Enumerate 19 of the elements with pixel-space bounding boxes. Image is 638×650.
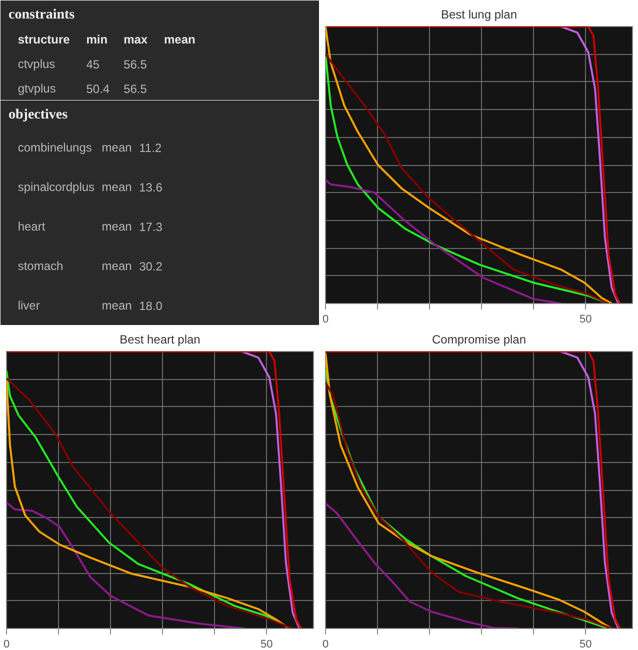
chart-title: Best lung plan [440,8,518,22]
chart-title: Best heart plan [120,332,200,346]
text: ctvplus 45 56.5 [18,57,147,72]
x-tick-label: 50 [580,314,592,326]
x-tick-label: 0 [322,638,329,650]
chart-title: Compromise plan [432,332,526,346]
text: objectives [8,108,68,122]
x-tick-label: 50 [580,638,592,650]
text: liver mean 18.0 [18,298,162,314]
text: gtvplus 50.4 56.5 [18,81,147,96]
text: structure min max mean [18,32,196,47]
x-tick-label: 50 [260,638,273,650]
text: heart mean 17.3 [18,220,162,234]
text: constraints [8,8,76,22]
text: stomach mean 30.2 [18,259,162,274]
x-tick-label: 0 [3,638,10,650]
text: combinelungs mean 11.2 [18,140,162,155]
text: spinalcordplus mean 13.6 [18,180,163,194]
x-tick-label: 0 [322,314,329,326]
